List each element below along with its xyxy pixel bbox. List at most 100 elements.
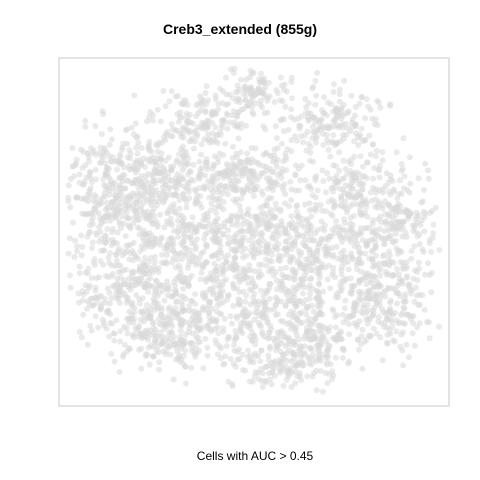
data-point [157,155,164,162]
data-point [187,322,194,329]
data-point [340,157,347,164]
data-point [103,199,110,206]
data-point [131,180,138,186]
data-point [400,304,407,311]
data-point [201,223,208,230]
data-point [188,316,195,323]
data-point [358,94,365,101]
data-point [221,316,228,322]
data-point [231,347,238,354]
data-point [150,296,157,303]
data-point [193,334,200,341]
data-point [340,319,347,326]
data-point [362,196,369,203]
data-point [168,222,175,229]
data-point [336,86,343,93]
data-point [288,137,295,144]
data-point [390,259,397,266]
data-point [235,178,242,185]
data-point [201,235,208,242]
data-point [333,243,340,250]
data-point [350,304,357,311]
data-point [338,115,345,122]
data-point [300,139,307,146]
data-point [355,142,362,148]
data-point [411,342,418,349]
data-point [137,330,144,337]
data-point [315,347,322,353]
data-point [247,358,254,365]
data-point [79,288,86,295]
data-point [263,202,270,209]
data-point [162,258,169,265]
data-point [86,301,93,308]
data-point [245,347,252,354]
data-point [247,90,254,97]
data-point [72,237,79,244]
data-point [272,269,279,276]
data-point [157,334,164,341]
plot-frame [58,57,450,407]
data-point [259,231,265,238]
data-point [396,190,403,197]
data-point [147,310,154,317]
data-point [382,198,389,205]
data-point [85,150,91,157]
data-point [346,331,353,338]
data-point [237,242,244,249]
data-point [266,284,273,291]
data-point [280,382,287,389]
data-point [248,180,255,186]
data-point [320,288,327,295]
data-point [325,146,332,153]
data-point [324,347,331,354]
data-point [282,303,289,310]
data-point [150,353,157,360]
data-point [84,305,91,312]
data-point [315,244,322,250]
data-point [257,97,264,104]
data-point [313,133,320,140]
data-point [422,271,428,278]
data-point [241,306,248,312]
data-point [157,241,164,248]
data-point [242,298,249,305]
data-point [195,316,202,323]
data-point [285,367,292,374]
data-point [263,306,270,313]
data-point [113,240,120,247]
data-point [303,311,310,318]
data-point [413,209,420,216]
data-point [130,220,137,227]
data-point [155,316,162,323]
data-point [234,113,241,120]
data-point [248,243,255,249]
data-point [389,311,396,318]
data-point [136,280,143,287]
data-point [126,204,133,211]
data-point [160,88,167,94]
data-point [334,333,341,339]
data-point [381,240,388,247]
data-point [415,175,422,182]
data-point [397,343,404,350]
data-point [373,278,380,285]
data-point [151,259,158,265]
data-point [357,210,364,217]
data-point [206,139,213,146]
data-point [399,310,406,317]
data-point [398,168,405,174]
data-point [220,328,227,335]
data-point [341,77,348,84]
data-point [320,178,327,185]
data-point [171,334,178,340]
data-point [419,246,426,253]
data-point [282,343,289,350]
chart-caption: Cells with AUC > 0.45 [196,449,314,463]
data-point [150,206,157,212]
data-point [358,229,365,236]
data-point [113,317,120,324]
data-point [212,219,219,225]
data-point [307,233,314,240]
data-point [314,322,321,329]
